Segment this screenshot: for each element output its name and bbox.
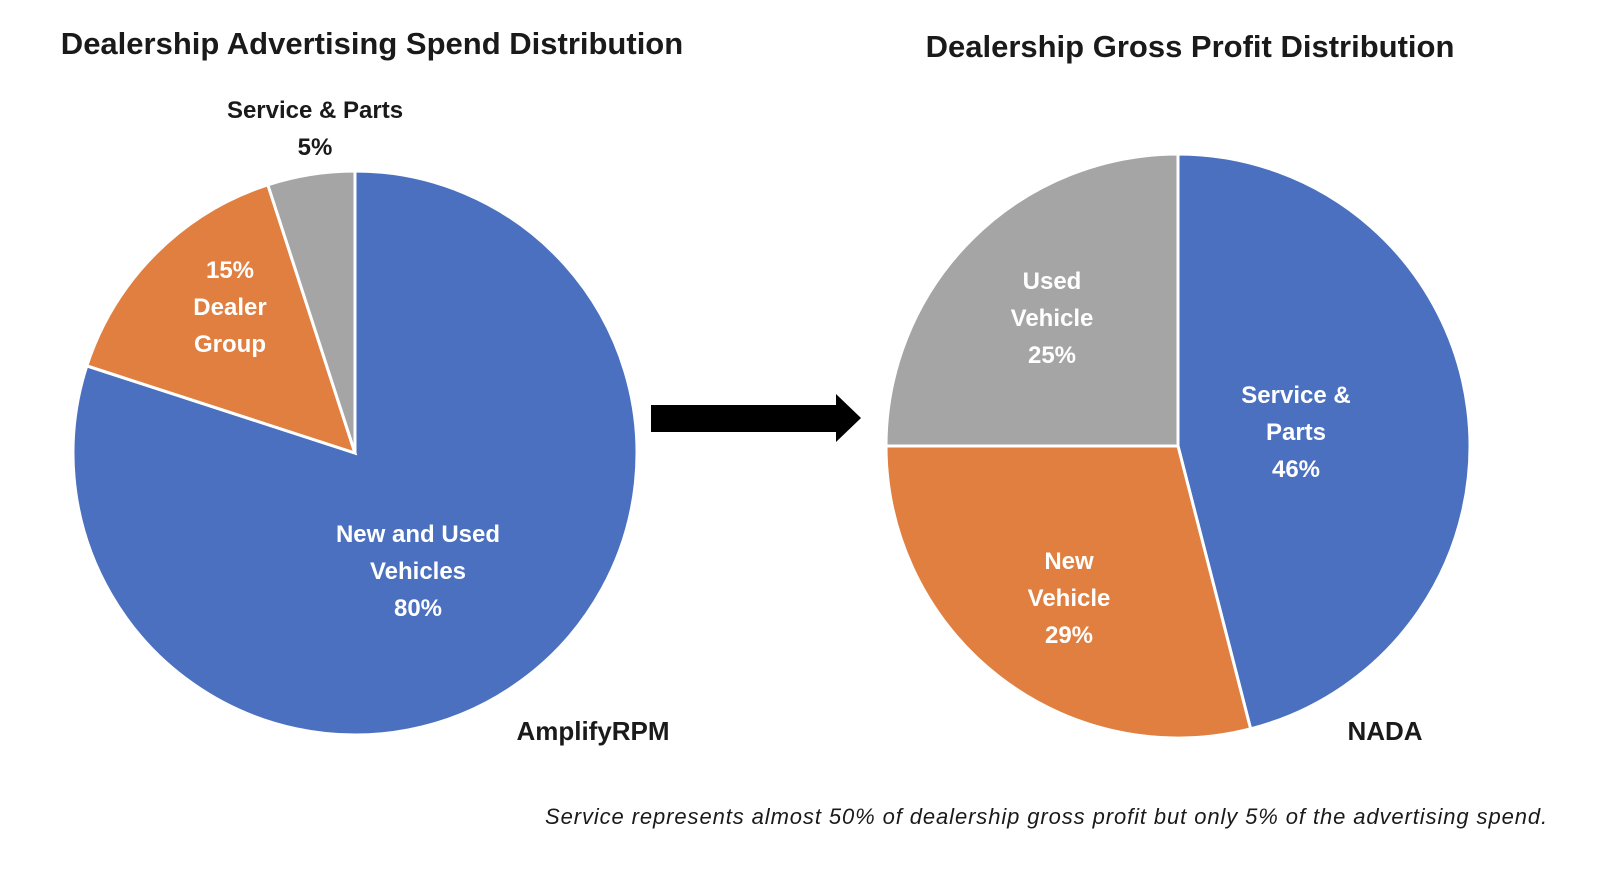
right-pie — [884, 152, 1472, 740]
slice-label-new-used-vehicles: New and Used Vehicles 80% — [335, 521, 501, 622]
slice-label-service-parts: Service & Parts 46% — [1241, 382, 1351, 483]
slice-label-used-vehicle: Used Vehicle 25% — [1010, 268, 1094, 369]
pie-slice-new-vehicle — [884, 444, 1253, 740]
pie-slice-dealer-group — [84, 182, 358, 456]
slice-label-service-parts: Service & Parts 5% — [226, 97, 404, 161]
pie-slice-service-parts — [1176, 152, 1472, 731]
slice-label-new-vehicle: New Vehicle 29% — [1027, 548, 1111, 649]
pie-slice-used-vehicle — [884, 152, 1180, 448]
footnote: Service represents almost 50% of dealers… — [545, 804, 1548, 829]
left-chart-source: AmplifyRPM — [516, 716, 670, 746]
arrow-right-icon — [651, 394, 861, 442]
right-chart-title: Dealership Gross Profit Distribution — [925, 29, 1455, 64]
left-chart-title: Dealership Advertising Spend Distributio… — [60, 26, 684, 61]
slice-label-dealer-group: 15% Dealer Group — [193, 257, 267, 358]
right-chart-source: NADA — [1347, 716, 1423, 746]
pie-slice-service-parts — [265, 169, 357, 454]
left-pie — [71, 169, 639, 737]
